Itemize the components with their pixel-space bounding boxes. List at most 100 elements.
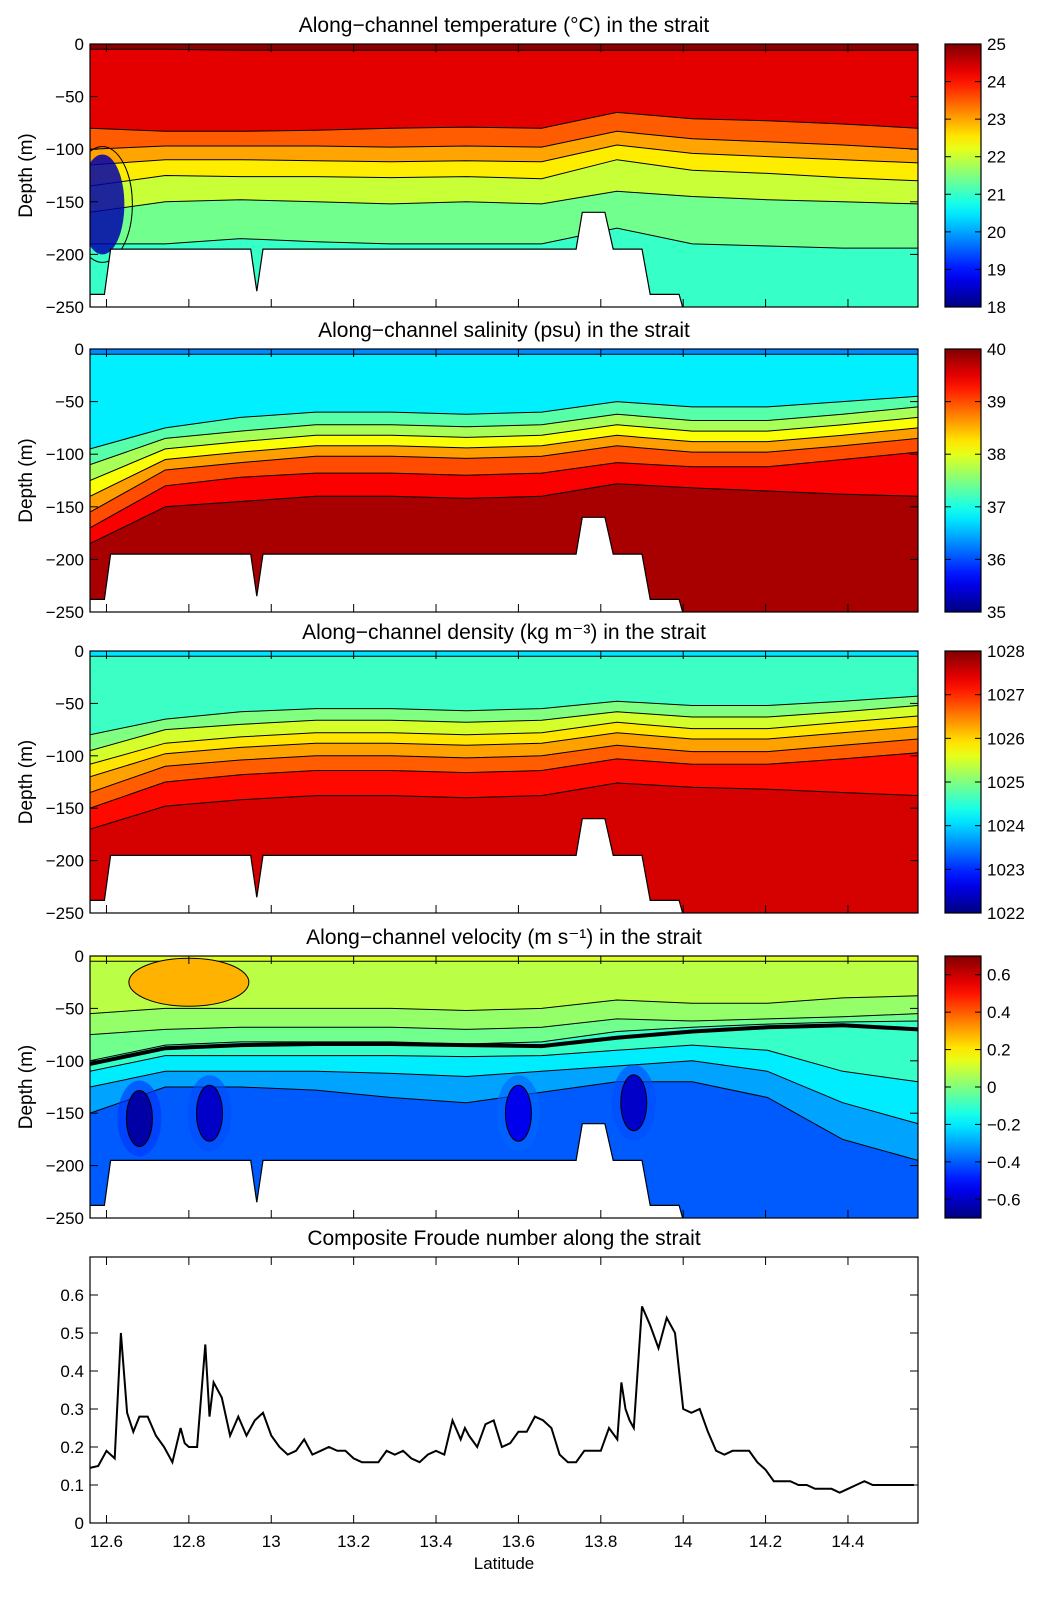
ytick-label-0-0: 0 [75,35,84,54]
contour-line-1-3 [90,416,918,481]
froude-xtick-label-1: 12.8 [172,1532,205,1551]
contour-line-0-1 [90,111,918,132]
colorbar-1 [944,348,982,613]
contour-line-3-1 [90,995,918,1015]
bathymetry-mask-1 [90,516,684,612]
contour-line-2-5 [90,738,918,793]
ytick-label-3-0: 0 [75,947,84,966]
ylabel-0: Depth (m) [16,133,37,217]
contour-line-2-7 [90,782,918,830]
contour-line-1-7 [90,483,918,545]
colorbar-label-0-7: 25 [987,35,1006,54]
ylabel-3: Depth (m) [16,1045,37,1129]
layer-fill-2-0 [90,651,918,657]
colorbar-label-1-3: 38 [987,445,1006,464]
froude-ytick-label-1: 0.1 [60,1476,84,1495]
bathymetry-mask-0 [90,211,684,307]
contour-line-0-2 [90,130,918,150]
colorbar-label-0-5: 23 [987,110,1006,129]
panel-body-0 [90,44,918,307]
contour-panel-3 [89,955,982,1219]
colorbar-label-0-1: 19 [987,260,1006,279]
panel-body-1 [90,349,918,612]
colorbar-bar-1 [944,348,982,613]
zero-velocity-contour [90,1023,918,1066]
colorbar-label-0-3: 21 [987,185,1006,204]
froude-ytick-label-6: 0.6 [60,1286,84,1305]
colorbar-label-3-4: 0.2 [987,1041,1011,1060]
froude-ytick-label-3: 0.3 [60,1400,84,1419]
jet-core-0 [125,1089,153,1147]
ytick-label-2-5: −250 [46,904,84,923]
panel-body-2 [90,651,918,913]
colorbar-2 [944,650,982,914]
colorbar-bar-0 [944,43,982,308]
colorbar-label-3-6: 0.6 [987,966,1011,985]
jet-core-1 [195,1084,223,1142]
panel-title-3: Along−channel velocity (m s⁻¹) in the st… [306,926,702,949]
jet-core-3 [620,1074,648,1132]
layer-fill-2-1 [90,651,918,735]
contour-line-3-3 [90,1020,918,1062]
ytick-label-3-5: −250 [46,1209,84,1228]
panel-body-3 [90,956,918,1218]
coastal-anomaly-contour [90,145,133,263]
layer-fill-0-1 [90,44,918,132]
froude-xtick-label-2: 13 [262,1532,281,1551]
ytick-label-3-1: −50 [55,999,84,1018]
contour-line-2-3 [90,715,918,765]
ytick-label-0-4: −200 [46,245,84,264]
ytick-label-0-5: −250 [46,298,84,317]
colorbar-label-0-0: 18 [987,298,1006,317]
contour-line-0-3 [90,144,918,166]
contour-panel-2 [89,650,982,914]
layer-fill-1-1 [90,349,918,449]
ytick-label-0-1: −50 [55,88,84,107]
panel-title-2: Along−channel density (kg m⁻³) in the st… [302,621,706,644]
contour-line-2-1 [90,695,918,736]
contour-panel-0 [89,43,982,308]
coastal-cold-anomaly [90,154,125,255]
ytick-label-2-1: −50 [55,694,84,713]
colorbar-label-3-5: 0.4 [987,1003,1011,1022]
ytick-label-2-3: −150 [46,799,84,818]
ytick-label-1-1: −50 [55,393,84,412]
froude-xtick-label-6: 13.8 [584,1532,617,1551]
contour-line-1-1 [90,395,918,450]
froude-xtick-label-7: 14 [674,1532,693,1551]
froude-panel [89,1256,919,1524]
contour-line-1-2 [90,406,918,466]
ytick-label-1-2: −100 [46,445,84,464]
layer-fill-3-1 [90,956,918,1014]
contour-line-3-4 [90,1044,918,1083]
ytick-label-0-2: −100 [46,140,84,159]
colorbar-label-1-1: 36 [987,550,1006,569]
colorbar-3 [944,955,982,1219]
contour-line-1-6 [90,451,918,529]
ytick-label-2-2: −100 [46,747,84,766]
xlabel-latitude: Latitude [474,1554,535,1573]
colorbar-label-2-2: 1024 [987,817,1025,836]
contour-line-0-4 [90,159,918,187]
layer-fill-0-0 [90,44,918,51]
colorbar-label-3-2: −0.2 [987,1115,1021,1134]
colorbar-0 [944,43,982,308]
colorbar-label-1-2: 37 [987,498,1006,517]
ytick-label-1-4: −200 [46,550,84,569]
froude-ytick-label-5: 0.5 [60,1324,84,1343]
contour-panel-1 [89,348,982,613]
surface-patch [128,957,250,1007]
contour-line-0-6 [90,227,918,249]
contour-line-2-6 [90,752,918,809]
plot-frame-2 [89,650,919,914]
ytick-label-3-2: −100 [46,1052,84,1071]
ytick-label-3-3: −150 [46,1104,84,1123]
ytick-label-3-4: −200 [46,1157,84,1176]
froude-xtick-label-3: 13.2 [337,1532,370,1551]
ylabel-2: Depth (m) [16,740,37,824]
ytick-label-0-3: −150 [46,193,84,212]
ytick-label-1-5: −250 [46,603,84,622]
colorbar-label-1-5: 40 [987,340,1006,359]
colorbar-label-2-4: 1026 [987,729,1025,748]
